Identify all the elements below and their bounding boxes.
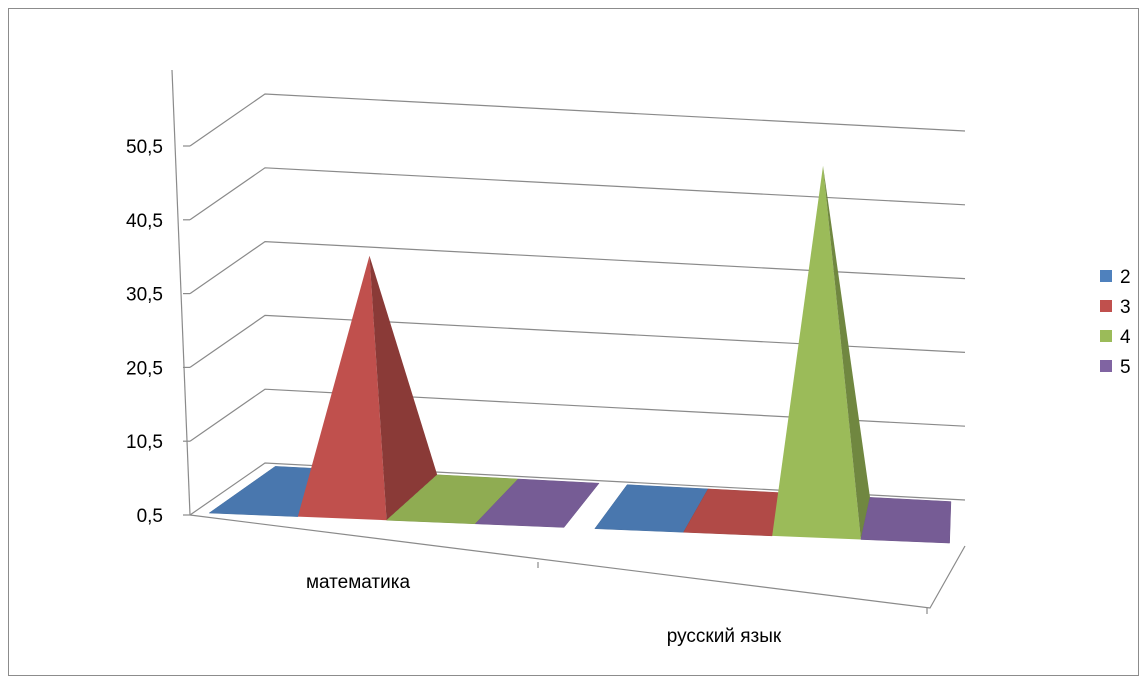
legend-label: 2 <box>1120 267 1131 288</box>
pyramid-front-face <box>772 165 861 540</box>
gridline <box>189 388 966 442</box>
y-tick-label: 30,5 <box>126 285 163 306</box>
gridline <box>189 462 966 516</box>
plot-area <box>208 165 952 544</box>
pyramid-base <box>860 497 952 544</box>
x-axis-line <box>189 514 966 609</box>
category-label: русский язык <box>667 626 782 647</box>
pyramid-bar <box>860 497 952 544</box>
pyramid-base <box>474 478 600 528</box>
gridline <box>189 314 966 368</box>
y-tick-label: 20,5 <box>126 358 163 379</box>
gridline <box>189 167 966 221</box>
y-axis-line <box>171 69 191 516</box>
pyramid-bar <box>772 165 870 540</box>
chart-area <box>8 8 1139 676</box>
legend: 2 3 4 5 <box>1100 267 1131 378</box>
legend-label: 3 <box>1120 297 1131 318</box>
gridline <box>189 93 966 147</box>
pyramid-side-face <box>369 255 438 521</box>
x-axis-categories: математика русский язык <box>306 572 782 647</box>
legend-label: 5 <box>1120 357 1131 378</box>
pyramid-front-face <box>297 255 387 521</box>
y-tick-label: 10,5 <box>126 432 163 453</box>
pyramid-bar <box>297 255 438 521</box>
y-tick-label: 50,5 <box>126 137 163 158</box>
legend-item: 4 <box>1100 327 1131 348</box>
legend-item: 3 <box>1100 297 1131 318</box>
y-tick-label: 40,5 <box>126 211 163 232</box>
y-axis-ticks: 0,5 10,5 20,5 30,5 40,5 50,5 <box>126 137 190 527</box>
legend-swatch <box>1100 330 1112 342</box>
gridline <box>189 240 966 295</box>
pyramid-side-face <box>823 165 870 540</box>
legend-swatch <box>1100 270 1112 282</box>
gridlines <box>189 93 966 516</box>
category-label: математика <box>306 572 411 593</box>
legend-item: 5 <box>1100 357 1131 378</box>
legend-swatch <box>1100 300 1112 312</box>
legend-label: 4 <box>1120 327 1131 348</box>
pyramid-bar <box>474 478 600 528</box>
legend-item: 2 <box>1100 267 1131 288</box>
legend-swatch <box>1100 360 1112 372</box>
y-tick-label: 0,5 <box>137 506 163 527</box>
